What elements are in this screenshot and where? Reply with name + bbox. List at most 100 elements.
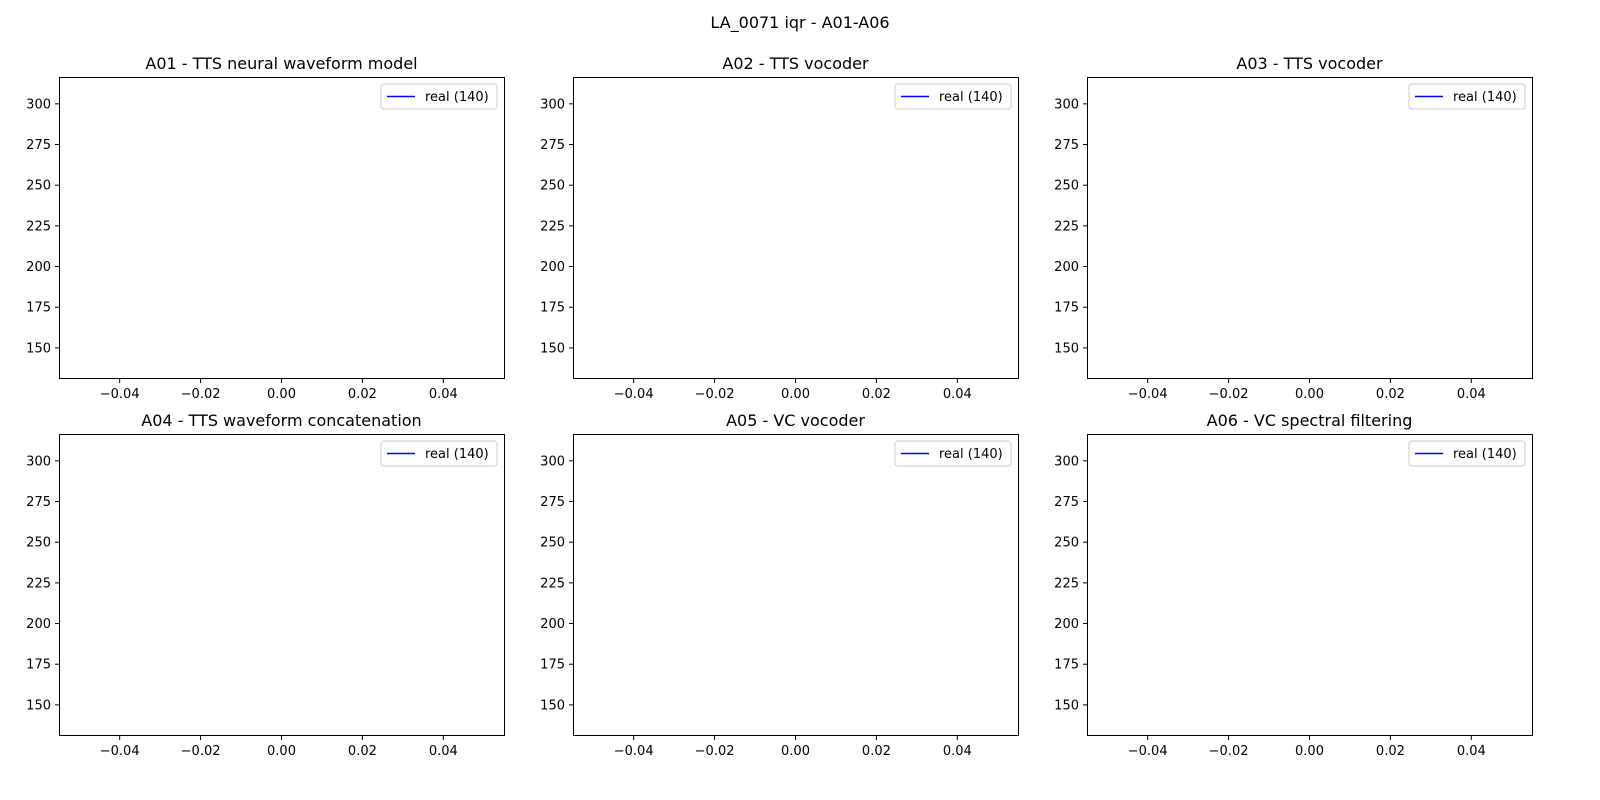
y-tick-label: 300 — [540, 454, 565, 469]
x-tick-label: −0.02 — [1209, 744, 1249, 759]
x-tick-label: 0.02 — [1376, 744, 1405, 759]
subplot-2: A02 - TTS vocoder −0.04 −0.02 0.00 0.02 0.04 1… — [540, 54, 1019, 402]
subplot-title: A04 - TTS waveform concatenation — [141, 411, 421, 430]
y-tick-label: 150 — [26, 341, 51, 356]
axes-frame — [573, 434, 1019, 736]
y-tick-label: 150 — [540, 698, 565, 713]
x-tick-label: 0.02 — [348, 744, 377, 759]
x-tick-label: 0.00 — [267, 387, 296, 402]
axes-frame — [59, 434, 505, 736]
legend: real (140) — [380, 440, 498, 467]
x-tick-label: −0.04 — [1128, 387, 1168, 402]
y-tick-label: 250 — [540, 536, 565, 551]
x-tick-label: 0.00 — [781, 744, 810, 759]
x-tick-label: −0.04 — [100, 744, 140, 759]
x-tick-label: 0.00 — [1295, 387, 1324, 402]
y-tick-label: 250 — [1054, 536, 1079, 551]
legend-label: real (140) — [939, 90, 1003, 105]
y-tick-label: 250 — [540, 179, 565, 194]
x-tick-label: −0.04 — [614, 744, 654, 759]
y-tick-label: 175 — [26, 658, 51, 673]
legend-box — [894, 440, 1012, 467]
y-tick-label: 300 — [1054, 454, 1079, 469]
legend: real (140) — [1408, 440, 1526, 467]
y-tick-label: 225 — [540, 576, 565, 591]
x-tick-label: 0.04 — [1457, 744, 1486, 759]
x-tick-label: 0.04 — [429, 387, 458, 402]
axes-frame — [59, 77, 505, 379]
subplot-title: A01 - TTS neural waveform model — [145, 54, 417, 73]
x-tick-label: −0.02 — [181, 387, 221, 402]
y-tick-label: 225 — [26, 576, 51, 591]
axes-frame — [1087, 434, 1533, 736]
axes-frame — [573, 77, 1019, 379]
y-tick-label: 175 — [540, 658, 565, 673]
legend: real (140) — [894, 440, 1012, 467]
y-tick-label: 200 — [1054, 260, 1079, 275]
axes-frame — [1087, 77, 1533, 379]
x-tick-label: −0.02 — [1209, 387, 1249, 402]
x-tick-label: 0.02 — [348, 387, 377, 402]
x-tick-label: −0.02 — [181, 744, 221, 759]
x-tick-label: 0.04 — [1457, 387, 1486, 402]
y-tick-label: 225 — [1054, 576, 1079, 591]
y-tick-label: 275 — [540, 495, 565, 510]
y-tick-label: 250 — [26, 179, 51, 194]
x-tick-label: 0.02 — [1376, 387, 1405, 402]
y-tick-label: 200 — [540, 617, 565, 632]
y-tick-label: 150 — [1054, 341, 1079, 356]
subplot-title: A06 - VC spectral filtering — [1207, 411, 1413, 430]
legend-label: real (140) — [1453, 447, 1517, 462]
legend: real (140) — [894, 83, 1012, 110]
subplot-title: A02 - TTS vocoder — [722, 54, 869, 73]
legend-label: real (140) — [425, 90, 489, 105]
y-tick-label: 250 — [1054, 179, 1079, 194]
y-tick-label: 275 — [26, 495, 51, 510]
subplot-4: A04 - TTS waveform concatenation −0.04 −0.… — [26, 411, 505, 759]
x-tick-label: 0.00 — [781, 387, 810, 402]
legend-box — [380, 440, 498, 467]
y-tick-label: 275 — [540, 138, 565, 153]
legend: real (140) — [380, 83, 498, 110]
y-tick-label: 275 — [1054, 138, 1079, 153]
subplot-3: A03 - TTS vocoder −0.04 −0.02 0.00 0.02 0.04 1… — [1054, 54, 1533, 402]
x-tick-label: 0.00 — [267, 744, 296, 759]
y-tick-label: 200 — [26, 260, 51, 275]
y-tick-label: 200 — [26, 617, 51, 632]
y-tick-label: 275 — [26, 138, 51, 153]
y-tick-label: 250 — [26, 536, 51, 551]
x-tick-label: 0.04 — [943, 387, 972, 402]
y-tick-label: 300 — [1054, 97, 1079, 112]
figure-title: LA_0071 iqr - A01-A06 — [710, 13, 890, 32]
subplot-1: A01 - TTS neural waveform model −0.04 −0.0… — [26, 54, 505, 402]
y-tick-label: 175 — [1054, 658, 1079, 673]
x-tick-label: −0.02 — [695, 387, 735, 402]
legend-box — [380, 83, 498, 110]
y-tick-label: 200 — [1054, 617, 1079, 632]
subplot-6: A06 - VC spectral filtering −0.04 −0.02 0.0… — [1054, 411, 1533, 759]
x-tick-label: −0.04 — [100, 387, 140, 402]
x-tick-label: 0.04 — [429, 744, 458, 759]
subplot-title: A03 - TTS vocoder — [1236, 54, 1383, 73]
legend: real (140) — [1408, 83, 1526, 110]
x-tick-label: 0.04 — [943, 744, 972, 759]
legend-box — [1408, 83, 1526, 110]
y-tick-label: 175 — [1054, 301, 1079, 316]
y-tick-label: 300 — [540, 97, 565, 112]
x-tick-label: 0.00 — [1295, 744, 1324, 759]
subplot-5: A05 - VC vocoder −0.04 −0.02 0.00 0.02 0.04 15… — [540, 411, 1019, 759]
x-tick-label: −0.04 — [1128, 744, 1168, 759]
y-tick-label: 300 — [26, 454, 51, 469]
subplot-title: A05 - VC vocoder — [726, 411, 865, 430]
y-tick-label: 150 — [540, 341, 565, 356]
legend-label: real (140) — [1453, 90, 1517, 105]
legend-label: real (140) — [425, 447, 489, 462]
y-tick-label: 175 — [540, 301, 565, 316]
legend-box — [1408, 440, 1526, 467]
x-tick-label: −0.02 — [695, 744, 735, 759]
y-tick-label: 225 — [26, 219, 51, 234]
y-tick-label: 200 — [540, 260, 565, 275]
x-tick-label: −0.04 — [614, 387, 654, 402]
y-tick-label: 225 — [1054, 219, 1079, 234]
